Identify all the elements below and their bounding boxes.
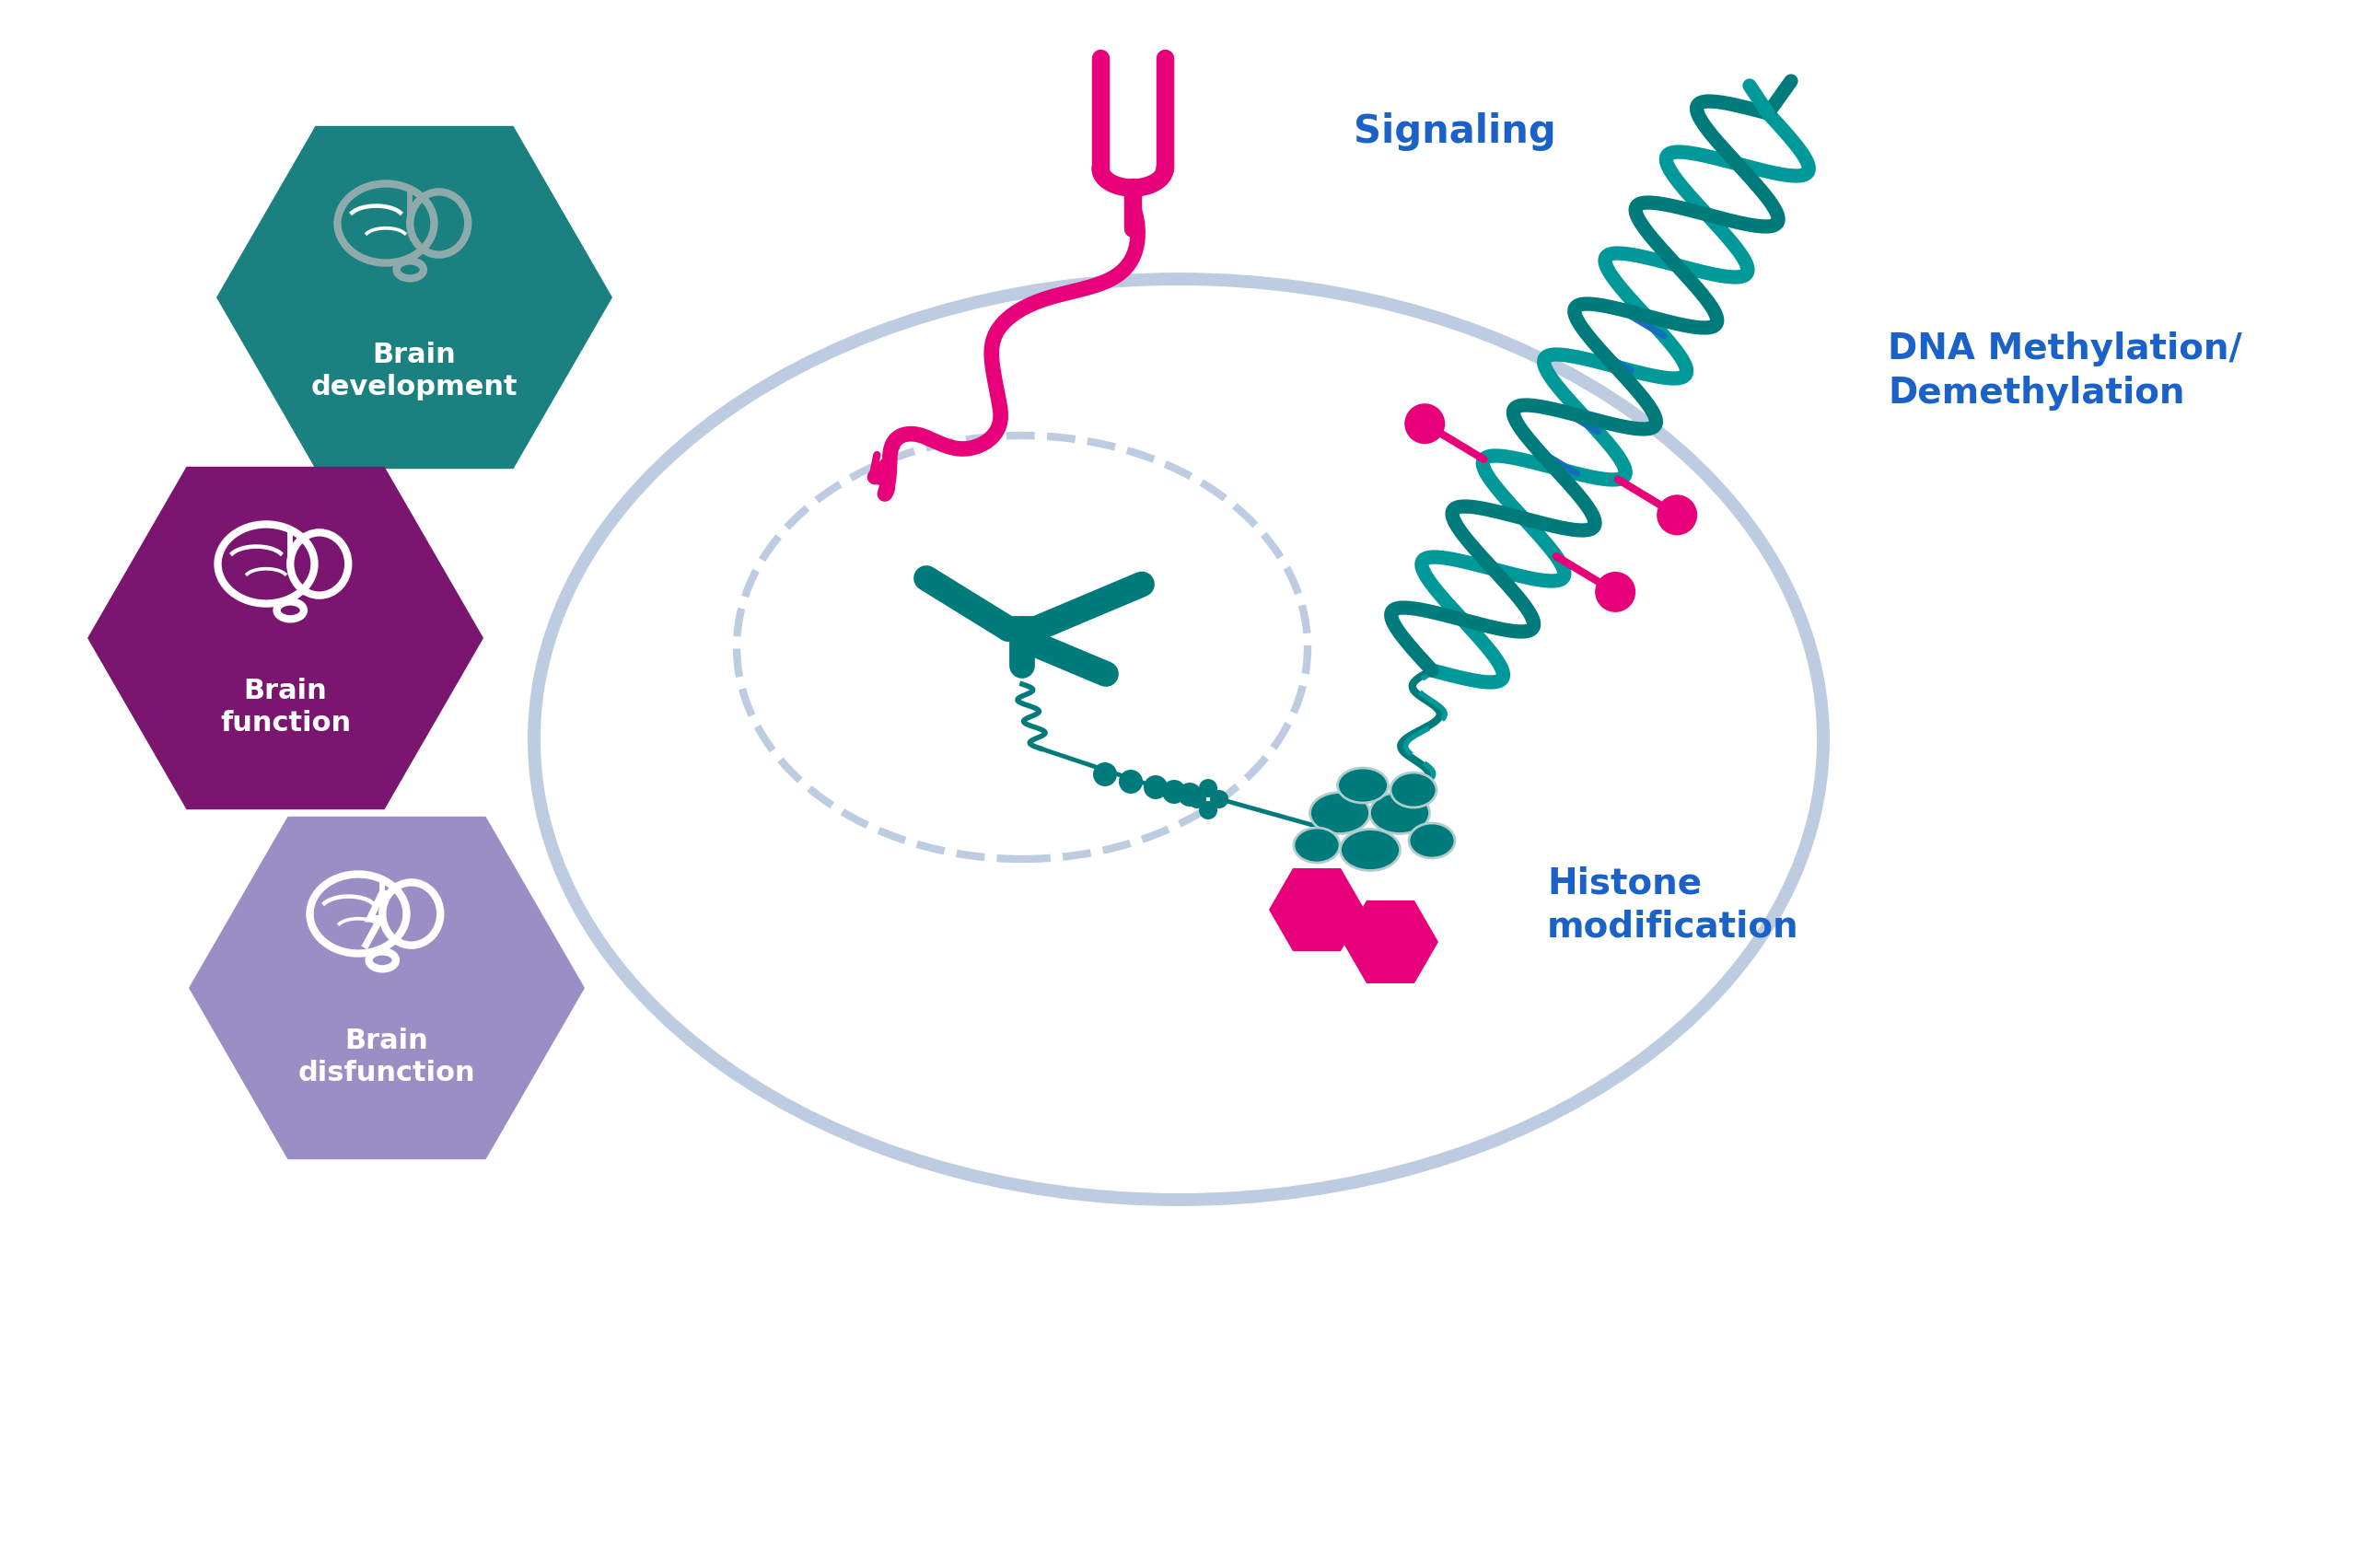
Ellipse shape [1341, 829, 1400, 870]
Circle shape [1118, 770, 1144, 793]
Ellipse shape [1410, 823, 1455, 858]
Text: Brain
function: Brain function [221, 677, 351, 737]
Circle shape [1210, 790, 1229, 809]
Text: DNA Methylation/
Demethylation: DNA Methylation/ Demethylation [1887, 332, 2242, 411]
Circle shape [1163, 779, 1186, 804]
Ellipse shape [1293, 828, 1341, 862]
Ellipse shape [1369, 792, 1429, 834]
Text: Signaling: Signaling [1353, 113, 1557, 151]
Ellipse shape [1310, 792, 1369, 834]
Text: Histone
modification: Histone modification [1547, 866, 1799, 944]
Circle shape [1189, 790, 1205, 809]
Circle shape [1405, 403, 1445, 444]
Circle shape [1177, 782, 1201, 806]
Circle shape [1198, 801, 1217, 820]
Circle shape [1595, 572, 1635, 612]
Ellipse shape [1338, 768, 1388, 803]
Circle shape [1144, 775, 1168, 800]
Circle shape [1198, 779, 1217, 798]
Circle shape [1094, 762, 1118, 786]
Text: Brain
development: Brain development [311, 342, 517, 401]
Polygon shape [88, 467, 484, 809]
Polygon shape [1343, 900, 1438, 983]
Polygon shape [190, 817, 584, 1159]
Circle shape [1656, 495, 1697, 535]
Polygon shape [216, 125, 612, 469]
Ellipse shape [1391, 773, 1436, 808]
Text: Brain
disfunction: Brain disfunction [299, 1027, 475, 1087]
Polygon shape [1270, 869, 1364, 952]
